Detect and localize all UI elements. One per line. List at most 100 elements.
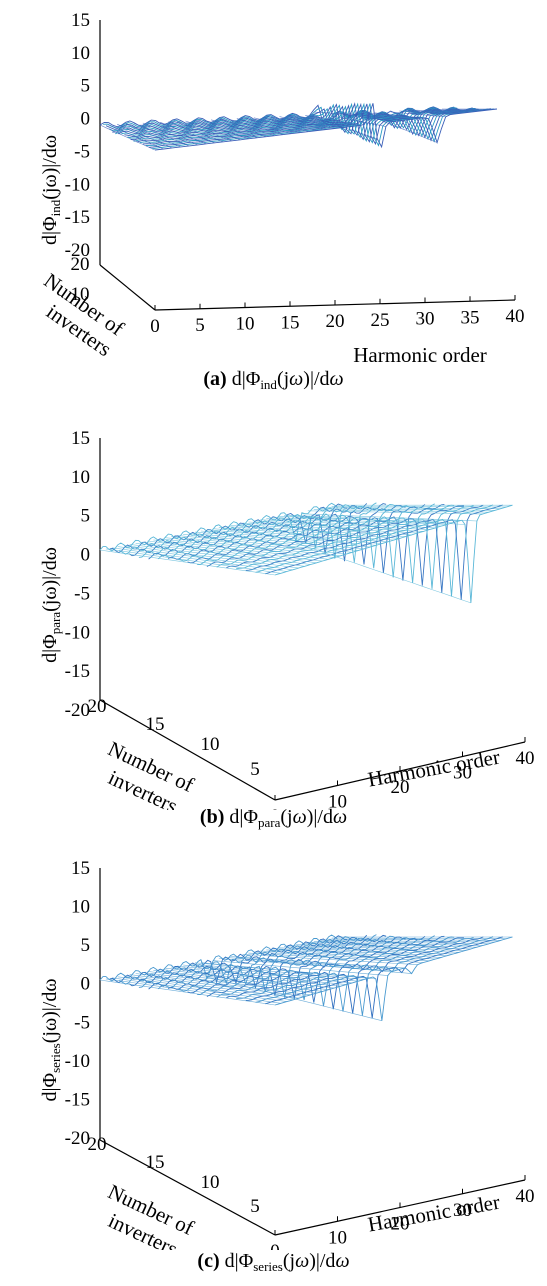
caption-b: (b) d|Φpara(jω)|/dω — [199, 806, 348, 830]
x-tick-label: 30 — [453, 1200, 472, 1221]
surface-mesh-cross-line — [108, 124, 164, 150]
surface-mesh-cross-line — [117, 546, 293, 571]
n-axis-line — [99, 699, 276, 801]
surface-mesh-line — [124, 105, 467, 138]
x-axis-line — [274, 1179, 526, 1236]
surface-mesh-cross-line — [206, 529, 382, 544]
surface-mesh-cross-line — [260, 519, 436, 529]
z-tick-label: -10 — [65, 1051, 90, 1072]
n-tick-label: 5 — [250, 759, 260, 780]
surface-mesh-cross-line — [330, 115, 386, 127]
surface-mesh-cross-line — [242, 522, 418, 534]
surface-mesh-cross-line — [189, 963, 365, 980]
surface-mesh-cross-line — [141, 972, 317, 994]
z-tick-label: 10 — [71, 43, 90, 64]
surface-mesh-cross-line — [248, 952, 424, 963]
surface-mesh-cross-line — [284, 515, 460, 522]
x-axis-label-b: Harmonic order — [366, 745, 502, 792]
surface-mesh-cross-line — [319, 508, 495, 511]
x-tick-labels-c: 0 10 20 30 40 — [270, 1175, 535, 1250]
caption-a: (a) d|Φind(jω)|/dω — [203, 368, 344, 392]
surface-mesh-cross-line — [313, 941, 489, 945]
surface-mesh-cross-line — [200, 962, 376, 980]
surface-mesh-cross-line — [147, 540, 323, 562]
surface-mesh-line — [115, 103, 458, 135]
surface-mesh-cross-line — [141, 541, 317, 564]
surface-mesh-cross-line — [301, 943, 477, 948]
chart-c-svg: 15 10 5 0 -5 -10 -15 -20 0 10 20 30 40 20 15 10 5 d|Φs… — [39, 858, 535, 1250]
surface-mesh-line — [99, 502, 338, 552]
surface-mesh-cross-line — [218, 527, 394, 541]
surface-mesh-cross-line — [399, 110, 455, 115]
x-tick-label: 20 — [391, 1214, 410, 1235]
surface-mesh-cross-line — [218, 958, 394, 972]
z-axis-label-c: d|Φseries(jω)|/dω — [39, 979, 63, 1102]
surface-mesh-line — [197, 503, 435, 578]
surface-mesh-line — [157, 504, 397, 563]
z-tick-label: -20 — [65, 700, 90, 721]
surface-mesh-cross-line — [296, 115, 352, 127]
chart-panel-a: 15 10 5 0 -5 -10 -15 -20 0 5 10 15 20 25 30 35 40 20 10 … — [0, 0, 547, 400]
x-tick-label: 0 — [270, 806, 280, 810]
surface-mesh-cross-line — [176, 121, 233, 142]
x-axis-label-c: Harmonic order — [366, 1190, 502, 1237]
surface-mesh-cross-line — [165, 967, 341, 987]
z-tick-label: 10 — [71, 467, 90, 488]
z-tick-label: 15 — [71, 10, 90, 31]
surface-mesh-cross-line — [219, 119, 275, 136]
surface-mesh-cross-line — [373, 112, 429, 120]
surface-mesh-cross-line — [177, 965, 353, 984]
surface-mesh-cross-line — [224, 526, 400, 539]
x-tick-label: 40 — [516, 1186, 535, 1207]
x-tick-label: 30 — [453, 763, 472, 784]
surface-mesh-cross-line — [123, 545, 299, 569]
x-axis-line — [274, 741, 526, 801]
n-tick-label: 20 — [88, 1134, 107, 1155]
surface-mesh-cross-line — [142, 122, 198, 146]
surface-mesh-cross-line — [347, 113, 403, 121]
surface-mesh-cross-line — [230, 525, 406, 537]
surface-mesh-line — [226, 505, 464, 586]
surface-mesh-cross-line — [111, 977, 287, 1002]
surface-mesh-cross-line — [194, 120, 250, 139]
surface-mesh-cross-line — [125, 123, 181, 148]
surface-mesh-cross-line — [212, 960, 388, 976]
x-axis-line — [154, 299, 516, 311]
surface-mesh-cross-line — [135, 543, 311, 565]
surface-mesh-cross-line — [307, 510, 483, 515]
surface-mesh-cross-line — [305, 115, 361, 126]
surface-mesh-cross-line — [262, 117, 318, 131]
surface-mesh-cross-line — [117, 976, 293, 1001]
surface-mesh-cross-line — [260, 950, 436, 960]
surface-mesh-cross-line — [270, 116, 327, 130]
z-tick-label: -15 — [65, 207, 90, 228]
surface-mesh-cross-line — [424, 109, 480, 112]
n-tick-label: 15 — [146, 714, 165, 735]
z-tick-labels-a: 15 10 5 0 -5 -10 -15 -20 — [65, 10, 90, 261]
x-tick-label: 40 — [516, 748, 535, 769]
surface-mesh-cross-line — [168, 121, 224, 143]
n-axis-line — [99, 1139, 276, 1236]
x-tick-labels-b: 0 10 20 30 40 — [270, 737, 535, 810]
z-tick-label: -20 — [65, 1128, 90, 1149]
z-tick-label: 15 — [71, 858, 90, 879]
surface-mesh-cross-line — [245, 117, 301, 133]
surface-mesh-cross-line — [183, 534, 359, 551]
axes-c — [99, 868, 526, 1236]
surface-mesh-cross-line — [272, 517, 448, 525]
z-tick-labels-b: 15 10 5 0 -5 -10 -15 -20 — [65, 428, 90, 721]
surface-mesh-cross-line — [416, 109, 472, 113]
surface-mesh-cross-line — [177, 535, 353, 553]
surface-mesh-cross-line — [295, 542, 471, 604]
surface-mesh-cross-line — [319, 939, 495, 943]
z-tick-label: -20 — [65, 240, 90, 261]
surface-mesh-cross-line — [99, 549, 276, 576]
surface-mesh-line — [127, 105, 470, 139]
surface-mesh-cross-line — [331, 506, 507, 508]
z-tick-label: 10 — [71, 897, 90, 918]
surface-mesh-cross-line — [99, 979, 276, 1006]
z-tick-label: 5 — [81, 935, 91, 956]
surface-mesh-line — [167, 504, 406, 565]
